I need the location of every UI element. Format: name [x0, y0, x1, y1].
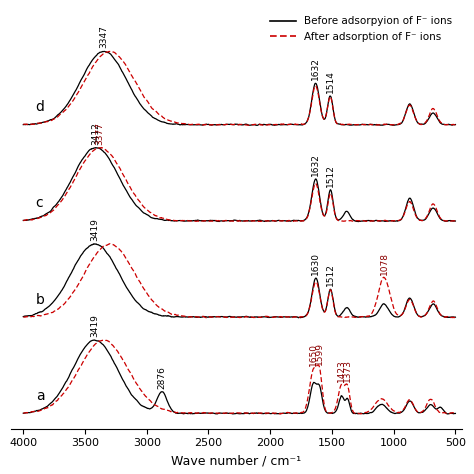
Text: 1650: 1650	[309, 343, 318, 366]
Text: c: c	[36, 196, 43, 210]
Text: b: b	[36, 292, 45, 307]
Text: 1599: 1599	[315, 342, 324, 365]
Text: 1373: 1373	[343, 359, 352, 382]
Text: 1632: 1632	[311, 153, 320, 176]
X-axis label: Wave number / cm⁻¹: Wave number / cm⁻¹	[171, 454, 301, 467]
Text: 1423: 1423	[337, 359, 346, 382]
Text: 1512: 1512	[326, 264, 335, 286]
Legend: Before adsorpyion of F⁻ ions, After adsorption of F⁻ ions: Before adsorpyion of F⁻ ions, After adso…	[265, 12, 456, 46]
Text: 1514: 1514	[326, 70, 335, 93]
Text: 3419: 3419	[91, 315, 100, 337]
Text: 3347: 3347	[100, 26, 109, 48]
Text: 1512: 1512	[326, 164, 335, 187]
Text: 1078: 1078	[380, 252, 389, 274]
Text: 3377: 3377	[96, 122, 105, 145]
Text: 2876: 2876	[157, 366, 166, 389]
Text: 3412: 3412	[91, 122, 100, 145]
Text: 1632: 1632	[311, 57, 320, 80]
Text: a: a	[36, 389, 44, 403]
Text: 3419: 3419	[91, 218, 100, 241]
Text: d: d	[36, 100, 45, 114]
Text: 1630: 1630	[311, 252, 320, 275]
